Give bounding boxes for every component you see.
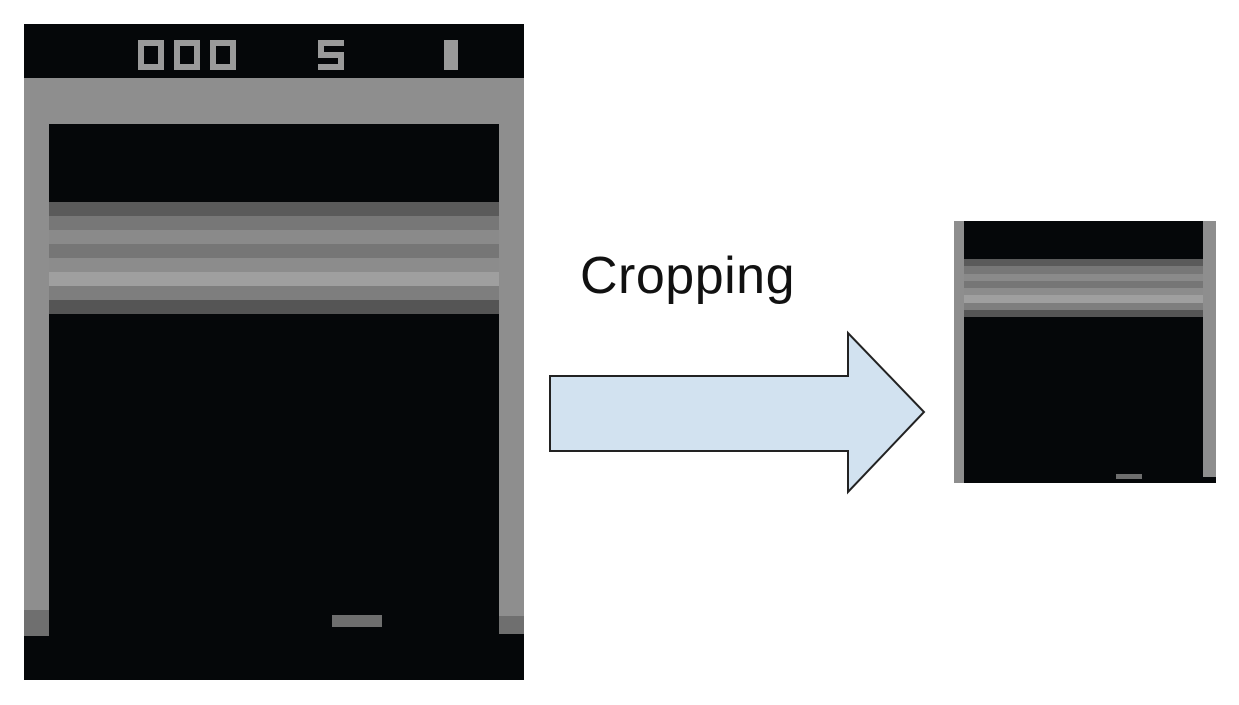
cropped-game-frame [954,221,1216,483]
brick-row [49,286,499,300]
brick-row [964,288,1203,296]
score-hud [24,24,524,78]
brick-row [964,309,1203,317]
brick-row [964,273,1203,281]
brick-row [964,259,1203,267]
brick-row [964,266,1203,274]
brick-row [49,202,499,216]
brick-row [964,302,1203,310]
brick-row [49,272,499,286]
cropped-paddle [1116,474,1142,479]
cropped-brick-rows [964,259,1203,317]
full-game-frame [24,24,524,680]
brick-row [49,300,499,314]
brick-row [49,244,499,258]
right-wall-marker [499,616,524,634]
score-digit-3 [210,40,236,70]
brick-row [49,216,499,230]
left-wall-marker [24,610,49,636]
cropping-label: Cropping [580,247,796,305]
top-wall [24,78,524,124]
brick-row [964,280,1203,288]
left-wall [24,124,49,636]
player-digit [444,40,458,70]
brick-row [964,295,1203,303]
right-wall [499,124,524,616]
paddle [332,615,382,627]
cropped-right-wall [1203,221,1216,477]
lives-digit [318,40,344,70]
brick-row [49,230,499,244]
brick-rows [49,202,499,314]
score-digit-2 [174,40,200,70]
right-arrow-icon [548,330,928,500]
score-digit-1 [138,40,164,70]
brick-row [49,258,499,272]
cropped-left-wall [954,221,964,483]
